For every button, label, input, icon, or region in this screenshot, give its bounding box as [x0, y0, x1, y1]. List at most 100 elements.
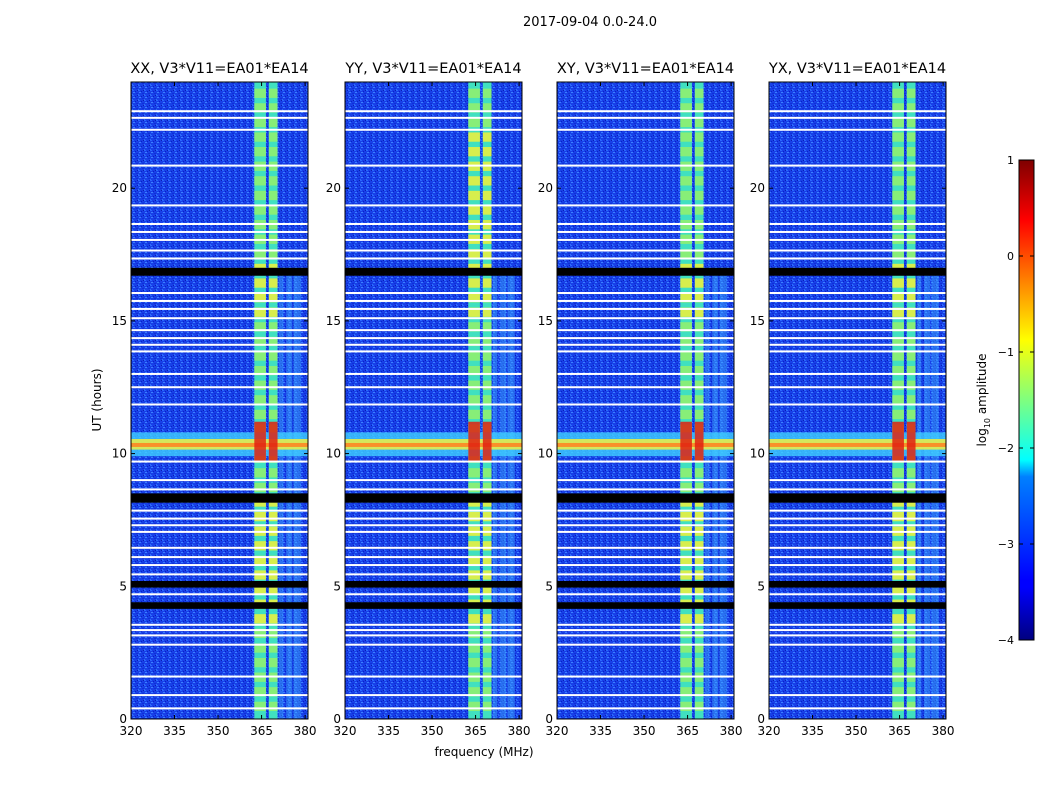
flagged-block: [557, 602, 734, 609]
panel-title: XY, V3*V11=EA01*EA14: [557, 61, 734, 77]
x-tick-label: 380: [720, 724, 743, 738]
rfi-stripe: [482, 614, 492, 624]
rfi-stripe: [254, 249, 266, 259]
rfi-stripe: [268, 687, 278, 697]
flagged-block: [557, 493, 734, 503]
flagged-line: [345, 350, 522, 353]
flagged-line: [769, 238, 946, 241]
rfi-stripe: [468, 555, 480, 566]
flagged-line: [769, 257, 946, 260]
weak-rfi-channel: [924, 267, 931, 719]
flagged-line: [769, 372, 946, 375]
rfi-stripe: [254, 132, 266, 142]
rfi-stripe: [906, 205, 916, 215]
rfi-stripe: [482, 88, 492, 98]
background-noise: [769, 82, 946, 719]
rfi-stripe: [906, 555, 916, 566]
flagged-line: [557, 317, 734, 320]
rfi-stripe: [892, 307, 904, 317]
flagged-line: [131, 634, 308, 637]
flagged-line: [557, 307, 734, 310]
rfi-stripe: [482, 687, 492, 697]
colorbar: 1 0 −1 −2 −3 −4 log10 amplitude: [975, 154, 1035, 647]
x-tick-label: 365: [464, 724, 487, 738]
flagged-line: [557, 299, 734, 302]
flagged-line: [345, 110, 522, 113]
x-tick-label: 380: [294, 724, 317, 738]
rfi-stripe: [268, 351, 278, 361]
rfi-stripe: [268, 205, 278, 215]
flagged-line: [557, 292, 734, 295]
weak-rfi-channel: [719, 267, 727, 719]
rfi-stripe: [468, 643, 480, 653]
rfi-stripe: [892, 117, 904, 128]
flagged-line: [345, 128, 522, 131]
flagged-line: [131, 460, 308, 463]
weak-rfi-channel: [492, 267, 498, 719]
flagged-line: [345, 329, 522, 332]
flagged-line: [131, 694, 308, 697]
burst-rfi-hotspot: [680, 421, 692, 462]
rfi-stripe: [694, 336, 704, 347]
rfi-stripe: [892, 511, 904, 522]
rfi-stripe: [268, 336, 278, 347]
weak-rfi-channel: [916, 267, 922, 719]
rfi-stripe: [468, 482, 480, 493]
flagged-line: [557, 257, 734, 260]
flagged-line: [557, 530, 734, 533]
rfi-stripe: [468, 628, 480, 639]
rfi-stripe: [680, 482, 692, 493]
flagged-line: [345, 230, 522, 233]
rfi-stripe: [680, 205, 692, 215]
y-tick-label: 0: [545, 712, 553, 726]
x-tick-label: 335: [377, 724, 400, 738]
rfi-stripe: [468, 380, 480, 390]
rfi-stripe: [268, 249, 278, 259]
flagged-line: [557, 372, 734, 375]
x-tick-label: 320: [546, 724, 569, 738]
rfi-stripe: [906, 336, 916, 347]
flagged-line: [769, 623, 946, 626]
flagged-line: [131, 509, 308, 512]
weak-rfi-channel: [278, 267, 284, 719]
flagged-line: [345, 257, 522, 260]
rfi-stripe: [906, 380, 916, 390]
flagged-line: [345, 222, 522, 225]
flagged-line: [345, 343, 522, 346]
rfi-stripe: [906, 541, 916, 551]
rfi-stripe: [906, 103, 916, 113]
rfi-stripe: [254, 176, 266, 186]
rfi-stripe: [906, 147, 916, 157]
flagged-line: [345, 116, 522, 119]
flagged-line: [131, 564, 308, 567]
flagged-block: [345, 493, 522, 503]
x-tick-label: 350: [845, 724, 868, 738]
rfi-stripe: [892, 482, 904, 493]
rfi-stripe: [892, 409, 904, 420]
x-tick-label: 335: [801, 724, 824, 738]
rfi-stripe: [694, 409, 704, 420]
flagged-line: [769, 343, 946, 346]
flagged-line: [769, 524, 946, 527]
rfi-stripe: [254, 147, 266, 157]
panel-title: YY, V3*V11=EA01*EA14: [344, 61, 521, 77]
rfi-stripe: [906, 132, 916, 142]
flagged-line: [131, 317, 308, 320]
flagged-line: [345, 386, 522, 389]
flagged-line: [557, 403, 734, 406]
panel-frame: [344, 81, 523, 720]
flagged-line: [131, 329, 308, 332]
rfi-stripe: [468, 147, 480, 157]
y-tick-label: 20: [750, 181, 765, 195]
y-tick-label: 15: [112, 314, 127, 328]
y-tick-label: 5: [757, 579, 765, 593]
flagged-line: [345, 337, 522, 340]
flagged-line: [557, 556, 734, 559]
rfi-stripe: [468, 278, 480, 288]
x-tick-label: 365: [888, 724, 911, 738]
flagged-line: [345, 460, 522, 463]
rfi-stripe: [268, 482, 278, 493]
y-tick-label: 0: [119, 712, 127, 726]
rfi-stripe: [254, 380, 266, 390]
